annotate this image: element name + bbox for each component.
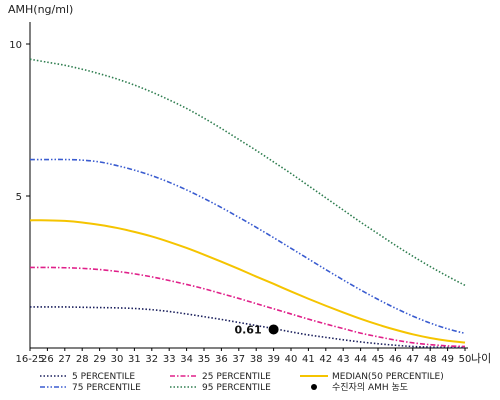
x-tick-label: 32: [145, 354, 158, 365]
x-tick-label: 34: [180, 354, 193, 365]
y-ticks: 5 10: [9, 40, 30, 203]
x-tick-label: 50: [459, 354, 472, 365]
x-tick-label: 43: [337, 354, 350, 365]
legend-label: 25 PERCENTILE: [202, 372, 271, 382]
x-tick-label: 44: [354, 354, 367, 365]
y-tick-label: 5: [16, 192, 22, 203]
legend-marker-swatch: [311, 384, 317, 390]
series-line-5-percentile: [29, 306, 466, 349]
y-tick-label: 10: [9, 40, 22, 51]
x-tick-label: 42: [319, 354, 332, 365]
series-lines: [29, 58, 466, 349]
legend-label: 75 PERCENTILE: [72, 383, 141, 393]
legend-label: 5 PERCENTILE: [72, 372, 135, 382]
x-tick-label: 36: [215, 354, 228, 365]
series-line-median-50-percentile-: [29, 219, 466, 344]
x-tick-label: 28: [76, 354, 89, 365]
x-tick-label: 38: [250, 354, 263, 365]
x-tick-label: 16-25: [15, 354, 44, 365]
x-tick-label: 46: [389, 354, 402, 365]
series-line-75-percentile: [30, 158, 466, 335]
x-tick-label: 37: [232, 354, 245, 365]
patient-marker: 0.61: [234, 323, 279, 336]
legend-label: MEDIAN(50 PERCENTILE): [332, 372, 444, 382]
x-tick-label: 33: [163, 354, 176, 365]
x-tick-label: 35: [198, 354, 211, 365]
legend-label: 95 PERCENTILE: [202, 383, 271, 393]
series-line-95-percentile: [29, 58, 466, 287]
x-axis-title: 나이: [471, 352, 491, 365]
x-tick-label: 29: [93, 354, 106, 365]
x-tick-label: 40: [285, 354, 298, 365]
y-axis-title: AMH(ng/ml): [8, 3, 73, 16]
x-tick-label: 26: [41, 354, 54, 365]
x-tick-label: 27: [58, 354, 71, 365]
patient-amh-value-label: 0.61: [234, 323, 261, 336]
x-tick-label: 30: [111, 354, 124, 365]
x-tick-label: 45: [372, 354, 385, 365]
x-tick-label: 48: [424, 354, 437, 365]
legend-label: 수진자의 AMH 농도: [332, 382, 408, 393]
patient-amh-point: [268, 324, 279, 335]
x-tick-label: 41: [302, 354, 315, 365]
x-tick-label: 49: [441, 354, 454, 365]
series-line-25-percentile: [29, 266, 466, 348]
x-tick-label: 47: [406, 354, 419, 365]
x-tick-label: 39: [267, 354, 280, 365]
x-tick-label: 31: [128, 354, 141, 365]
legend: 5 PERCENTILE 25 PERCENTILE MEDIAN(50 PERCE…: [40, 372, 444, 393]
